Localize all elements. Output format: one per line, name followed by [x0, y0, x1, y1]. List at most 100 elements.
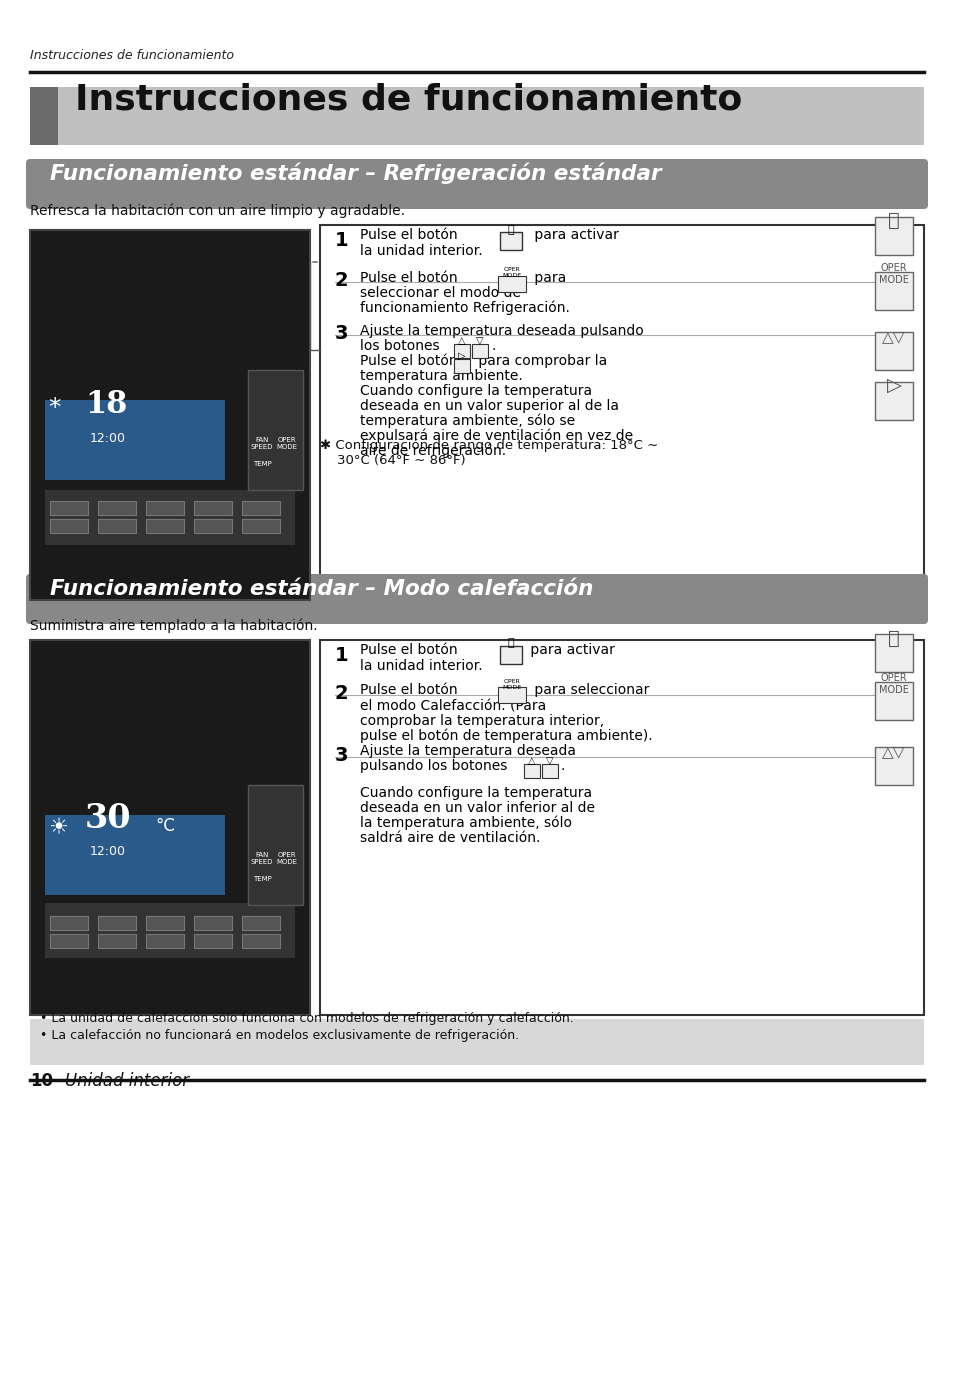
Text: 2: 2 — [335, 272, 348, 290]
Text: 12:00: 12:00 — [90, 846, 126, 858]
Text: 1: 1 — [335, 645, 348, 665]
Bar — [50, 519, 88, 533]
Bar — [242, 916, 280, 930]
FancyBboxPatch shape — [26, 160, 927, 209]
Text: Unidad interior: Unidad interior — [65, 1072, 189, 1091]
Bar — [874, 382, 912, 420]
Bar — [45, 490, 294, 545]
Bar — [499, 232, 521, 251]
Text: la temperatura ambiente, sólo: la temperatura ambiente, sólo — [359, 815, 572, 830]
Bar — [874, 748, 912, 785]
Bar — [472, 344, 488, 358]
Text: deseada en un valor inferior al de: deseada en un valor inferior al de — [359, 801, 595, 815]
Bar — [50, 501, 88, 515]
Text: ⏻: ⏻ — [507, 225, 514, 235]
Bar — [497, 276, 525, 293]
Text: ▷: ▷ — [457, 351, 465, 361]
Text: temperatura ambiente.: temperatura ambiente. — [359, 370, 522, 384]
Text: para activar: para activar — [530, 228, 618, 242]
Text: los botones: los botones — [359, 339, 443, 353]
Bar — [30, 230, 310, 601]
Bar — [45, 815, 225, 895]
Bar — [30, 1019, 923, 1065]
Text: OPER
MODE: OPER MODE — [878, 673, 908, 694]
Text: OPER
MODE: OPER MODE — [502, 679, 521, 690]
Text: Funcionamiento estándar – Modo calefacción: Funcionamiento estándar – Modo calefacci… — [50, 580, 593, 599]
Text: • La calefacción no funcionará en modelos exclusivamente de refrigeración.: • La calefacción no funcionará en modelo… — [40, 1029, 518, 1042]
Text: pulse el botón de temperatura ambiente).: pulse el botón de temperatura ambiente). — [359, 728, 652, 743]
Text: 1: 1 — [335, 231, 348, 251]
Bar — [874, 272, 912, 309]
Text: la unidad interior.: la unidad interior. — [359, 244, 482, 258]
Bar — [50, 916, 88, 930]
Bar — [193, 501, 232, 515]
Bar — [45, 903, 294, 958]
Text: la unidad interior.: la unidad interior. — [359, 659, 482, 673]
Text: seleccionar el modo de: seleccionar el modo de — [359, 286, 520, 300]
Text: Cuando configure la temperatura: Cuando configure la temperatura — [359, 384, 592, 398]
Bar — [146, 501, 184, 515]
Text: △: △ — [528, 756, 536, 766]
Bar — [242, 501, 280, 515]
Text: ☀: ☀ — [48, 818, 68, 839]
Text: 10: 10 — [30, 1072, 53, 1091]
Text: Ajuste la temperatura deseada pulsando: Ajuste la temperatura deseada pulsando — [359, 323, 643, 337]
Text: .: . — [560, 759, 565, 773]
Text: Pulse el botón: Pulse el botón — [359, 683, 461, 697]
Text: para activar: para activar — [525, 643, 615, 657]
Text: TEMP: TEMP — [253, 461, 271, 468]
Bar — [193, 934, 232, 948]
Text: OPER
MODE: OPER MODE — [276, 437, 297, 449]
Text: OPER
MODE: OPER MODE — [878, 263, 908, 286]
Text: ✱ Configuración de rango de temperatura: 18°C ∼
    30°C (64°F ∼ 86°F): ✱ Configuración de rango de temperatura:… — [319, 440, 658, 468]
Bar — [874, 634, 912, 672]
Text: funcionamiento Refrigeración.: funcionamiento Refrigeración. — [359, 301, 569, 315]
Bar — [248, 785, 303, 904]
Bar — [454, 344, 470, 358]
Text: comprobar la temperatura interior,: comprobar la temperatura interior, — [359, 714, 603, 728]
Bar — [30, 87, 58, 146]
Text: TEMP: TEMP — [253, 876, 271, 882]
Text: Pulse el botón: Pulse el botón — [359, 354, 461, 368]
Text: para comprobar la: para comprobar la — [474, 354, 607, 368]
Bar — [98, 501, 136, 515]
Text: *: * — [48, 396, 60, 420]
Text: .: . — [492, 339, 496, 353]
Text: ⏻: ⏻ — [507, 638, 514, 648]
Text: OPER
MODE: OPER MODE — [502, 267, 521, 279]
Bar — [497, 687, 525, 703]
Text: 30: 30 — [85, 802, 132, 834]
Text: △: △ — [457, 336, 465, 346]
Text: Funcionamiento estándar – Refrigeración estándar: Funcionamiento estándar – Refrigeración … — [50, 162, 661, 183]
Text: temperatura ambiente, sólo se: temperatura ambiente, sólo se — [359, 413, 575, 428]
Bar — [242, 519, 280, 533]
Bar — [874, 332, 912, 370]
Text: ▽: ▽ — [546, 756, 553, 766]
Text: Instrucciones de funcionamiento: Instrucciones de funcionamiento — [30, 49, 233, 62]
Bar — [45, 400, 225, 480]
Text: △▽: △▽ — [882, 330, 904, 344]
Text: Pulse el botón: Pulse el botón — [359, 272, 461, 286]
Text: 👆: 👆 — [887, 629, 899, 648]
Text: OPER
MODE: OPER MODE — [276, 853, 297, 865]
Text: 3: 3 — [335, 746, 348, 764]
Text: △▽: △▽ — [882, 745, 904, 760]
Text: para: para — [530, 272, 566, 286]
Text: Ajuste la temperatura deseada: Ajuste la temperatura deseada — [359, 743, 576, 757]
Text: deseada en un valor superior al de la: deseada en un valor superior al de la — [359, 399, 618, 413]
Text: 3: 3 — [335, 323, 348, 343]
Text: Instrucciones de funcionamiento: Instrucciones de funcionamiento — [75, 83, 741, 116]
Text: 2: 2 — [335, 685, 348, 703]
Bar — [98, 519, 136, 533]
Text: Suministra aire templado a la habitación.: Suministra aire templado a la habitación… — [30, 619, 317, 633]
Text: pulsando los botones: pulsando los botones — [359, 759, 511, 773]
Text: FAN
SPEED: FAN SPEED — [251, 437, 273, 449]
Text: • La unidad de calefacción sólo funciona con modelos de refrigeración y calefacc: • La unidad de calefacción sólo funciona… — [40, 1012, 573, 1025]
Text: el modo Calefacción. (Para: el modo Calefacción. (Para — [359, 699, 546, 713]
Bar — [50, 934, 88, 948]
Bar — [146, 916, 184, 930]
Bar — [146, 519, 184, 533]
Text: para seleccionar: para seleccionar — [530, 683, 649, 697]
Text: Refresca la habitación con un aire limpio y agradable.: Refresca la habitación con un aire limpi… — [30, 203, 405, 218]
Bar — [874, 217, 912, 255]
